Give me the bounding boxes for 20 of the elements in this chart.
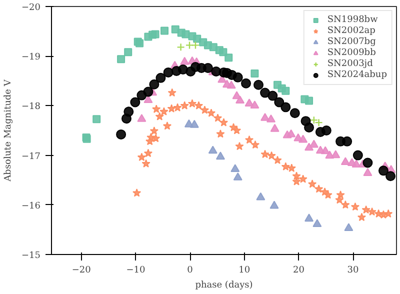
legend-label: SN2024abup	[327, 70, 387, 80]
y-axis-title: Absolute Magnitude V	[4, 79, 14, 182]
legend-label: SN2002ap	[327, 26, 376, 36]
x-tick-label: −10	[126, 266, 146, 276]
y-tick-label: −16	[22, 201, 41, 212]
legend-label: SN1998bw	[327, 15, 378, 25]
legend-label: SN2009bb	[327, 48, 376, 58]
y-tick-label: −15	[22, 251, 41, 261]
x-axis-title: phase (days)	[195, 280, 253, 290]
x-tick-label: 0	[187, 266, 194, 276]
legend-label: SN2007bg	[327, 37, 376, 47]
legend-label: SN2003jd	[327, 59, 373, 69]
x-tick-label: −20	[72, 266, 92, 276]
x-tick-label: 10	[238, 266, 250, 276]
y-tick-label: −18	[22, 102, 41, 112]
y-tick-label: −19	[22, 52, 41, 63]
y-tick-label: −17	[22, 152, 41, 162]
x-tick-label: 20	[292, 266, 305, 276]
x-tick-label: 30	[347, 266, 360, 276]
y-tick-label: −20	[22, 3, 41, 13]
